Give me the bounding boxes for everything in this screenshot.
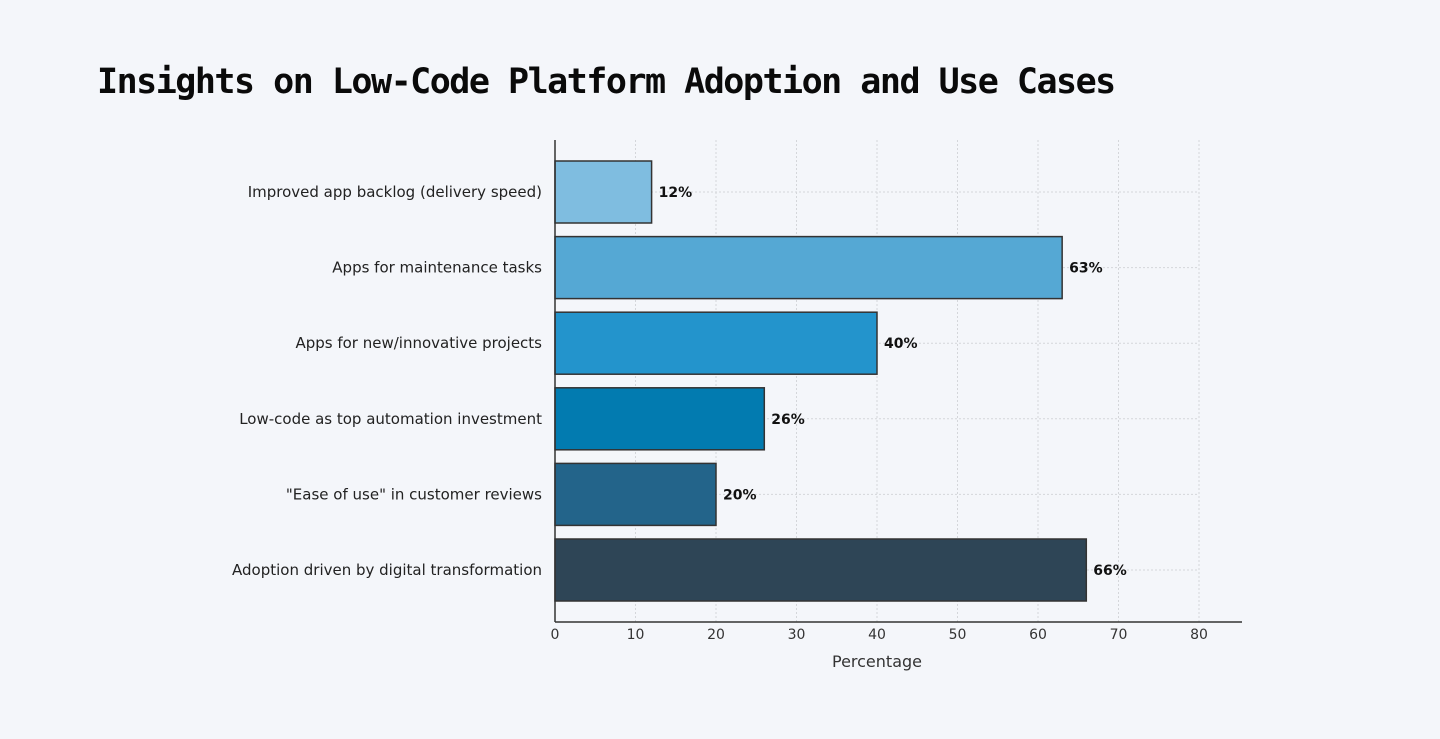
x-tick-label: 0 [551, 627, 560, 643]
x-tick-label: 80 [1190, 627, 1208, 643]
x-tick-label: 70 [1110, 627, 1128, 643]
labels: 0 10 20 30 40 50 60 70 80 Improved app backlog (d… [232, 183, 1208, 643]
x-tick-label: 20 [707, 627, 725, 643]
data-label: 66% [1093, 563, 1127, 579]
bar [554, 462, 717, 527]
y-tick-label: Improved app backlog (delivery speed) [248, 183, 542, 201]
bar [554, 538, 1088, 602]
x-tick-label: 60 [1029, 627, 1047, 643]
y-tick-label: Low-code as top automation investment [239, 410, 542, 428]
y-tick-label: "Ease of use" in customer reviews [286, 485, 542, 503]
data-label: 26% [771, 412, 805, 428]
data-label: 12% [659, 185, 693, 201]
data-label: 40% [884, 336, 918, 352]
bar [554, 311, 878, 375]
y-tick-label: Apps for new/innovative projects [295, 334, 542, 352]
y-tick-label: Adoption driven by digital transformatio… [232, 561, 542, 579]
x-tick-label: 10 [627, 627, 645, 643]
chart-title: Insights on Low-Code Platform Adoption a… [97, 62, 1116, 102]
y-tick-label: Apps for maintenance tasks [332, 259, 542, 277]
bar [554, 160, 653, 224]
data-label: 20% [723, 487, 757, 503]
bar [554, 235, 1063, 300]
x-tick-label: 50 [949, 627, 967, 643]
data-label: 63% [1069, 261, 1103, 277]
bars [554, 160, 1088, 602]
x-tick-label: 30 [788, 627, 806, 643]
x-axis-label: Percentage [832, 652, 922, 671]
x-tick-label: 40 [868, 627, 886, 643]
axes [554, 140, 1242, 623]
bar [554, 387, 766, 451]
